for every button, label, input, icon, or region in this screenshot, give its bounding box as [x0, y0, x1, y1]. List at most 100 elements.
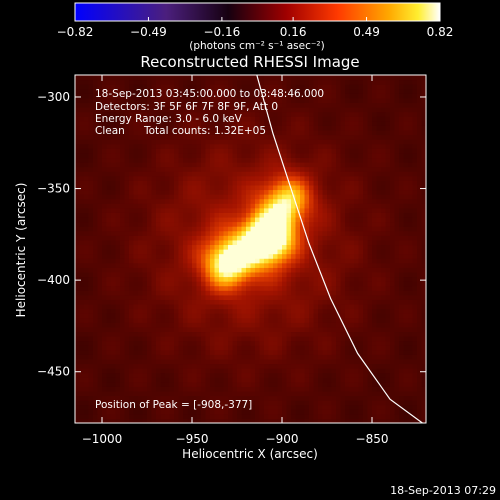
heatmap-cell: [111, 116, 117, 122]
heatmap-cell: [304, 276, 310, 282]
heatmap-cell: [178, 303, 184, 310]
heatmap-cell: [160, 134, 166, 140]
heatmap-cell: [84, 148, 90, 154]
heatmap-cell: [246, 162, 252, 168]
heatmap-cell: [354, 230, 360, 236]
heatmap-cell: [124, 317, 130, 323]
heatmap-cell: [84, 317, 90, 323]
heatmap-cell: [169, 102, 175, 108]
heatmap-cell: [102, 125, 108, 131]
heatmap-cell: [142, 162, 148, 168]
heatmap-cell: [322, 84, 328, 90]
heatmap-cell: [187, 107, 193, 113]
heatmap-cell: [340, 249, 346, 255]
heatmap-cell: [79, 198, 85, 204]
heatmap-cell: [318, 400, 324, 406]
heatmap-cell: [102, 363, 108, 369]
heatmap-cell: [201, 267, 207, 273]
heatmap-cell: [97, 125, 103, 131]
heatmap-cell: [183, 303, 189, 310]
heatmap-cell: [97, 395, 103, 401]
heatmap-cell: [331, 267, 337, 273]
heatmap-cell: [309, 226, 315, 232]
heatmap-cell: [300, 267, 306, 273]
heatmap-cell: [336, 175, 342, 181]
heatmap-cell: [286, 239, 292, 246]
heatmap-cell: [120, 203, 126, 209]
heatmap-cell: [363, 129, 369, 136]
heatmap-cell: [84, 221, 90, 227]
heatmap-cell: [345, 303, 351, 310]
heatmap-cell: [327, 381, 333, 387]
heatmap-cell: [219, 262, 225, 268]
heatmap-cell: [84, 418, 90, 423]
heatmap-cell: [349, 368, 355, 374]
heatmap-cell: [232, 207, 238, 213]
heatmap-cell: [277, 129, 283, 136]
heatmap-cell: [214, 244, 220, 250]
heatmap-cell: [223, 75, 229, 81]
heatmap-cell: [241, 349, 247, 355]
heatmap-cell: [147, 313, 153, 319]
heatmap-cell: [214, 322, 220, 328]
heatmap-cell: [102, 340, 108, 346]
heatmap-cell: [111, 120, 117, 126]
heatmap-cell: [250, 299, 256, 305]
heatmap-cell: [264, 221, 270, 227]
heatmap-cell: [363, 249, 369, 255]
heatmap-cell: [151, 404, 157, 410]
heatmap-cell: [187, 189, 193, 195]
heatmap-cell: [354, 276, 360, 282]
heatmap-cell: [75, 386, 81, 392]
heatmap-cell: [88, 107, 94, 113]
heatmap-cell: [322, 390, 328, 397]
heatmap-cell: [79, 258, 85, 264]
heatmap-cell: [120, 102, 126, 108]
heatmap-cell: [259, 358, 265, 365]
heatmap-cell: [309, 88, 315, 94]
heatmap-cell: [232, 194, 238, 200]
heatmap-cell: [160, 418, 166, 423]
heatmap-cell: [223, 349, 229, 355]
heatmap-cell: [223, 97, 229, 104]
heatmap-cell: [178, 413, 184, 420]
heatmap-cell: [228, 281, 234, 287]
heatmap-cell: [178, 340, 184, 346]
plot-area: −1000 −950 −900 −850−300−350−400−450 18-Sep…: [37, 74, 427, 446]
heatmap-cell: [147, 253, 153, 259]
heatmap-cell: [223, 230, 229, 236]
heatmap-cell: [210, 120, 216, 126]
heatmap-cell: [300, 372, 306, 378]
heatmap-cell: [291, 340, 297, 346]
heatmap-cell: [178, 331, 184, 337]
heatmap-cell: [111, 299, 117, 305]
heatmap-cell: [178, 409, 184, 415]
heatmap-cell: [106, 336, 112, 342]
heatmap-cell: [151, 84, 157, 90]
heatmap-cell: [160, 198, 166, 204]
heatmap-cell: [291, 180, 297, 186]
heatmap-cell: [142, 281, 148, 287]
heatmap-cell: [295, 409, 301, 415]
heatmap-cell: [106, 120, 112, 126]
heatmap-cell: [183, 354, 189, 360]
heatmap-cell: [313, 139, 319, 145]
heatmap-cell: [102, 157, 108, 163]
heatmap-cell: [322, 372, 328, 378]
heatmap-cell: [255, 162, 261, 168]
heatmap-cell: [210, 326, 216, 333]
heatmap-cell: [223, 102, 229, 108]
colorbar-unit-label: (photons cm⁻² s⁻¹ asec⁻²): [189, 40, 324, 52]
heatmap-cell: [187, 390, 193, 397]
heatmap-cell: [268, 317, 274, 323]
heatmap-cell: [322, 413, 328, 420]
heatmap-cell: [160, 345, 166, 351]
heatmap-cell: [147, 143, 153, 149]
heatmap-cell: [286, 418, 292, 423]
heatmap-cell: [282, 290, 288, 296]
heatmap-cell: [88, 258, 94, 264]
heatmap-cell: [268, 413, 274, 420]
heatmap-cell: [192, 285, 198, 291]
heatmap-cell: [160, 139, 166, 145]
heatmap-cell: [259, 267, 265, 273]
